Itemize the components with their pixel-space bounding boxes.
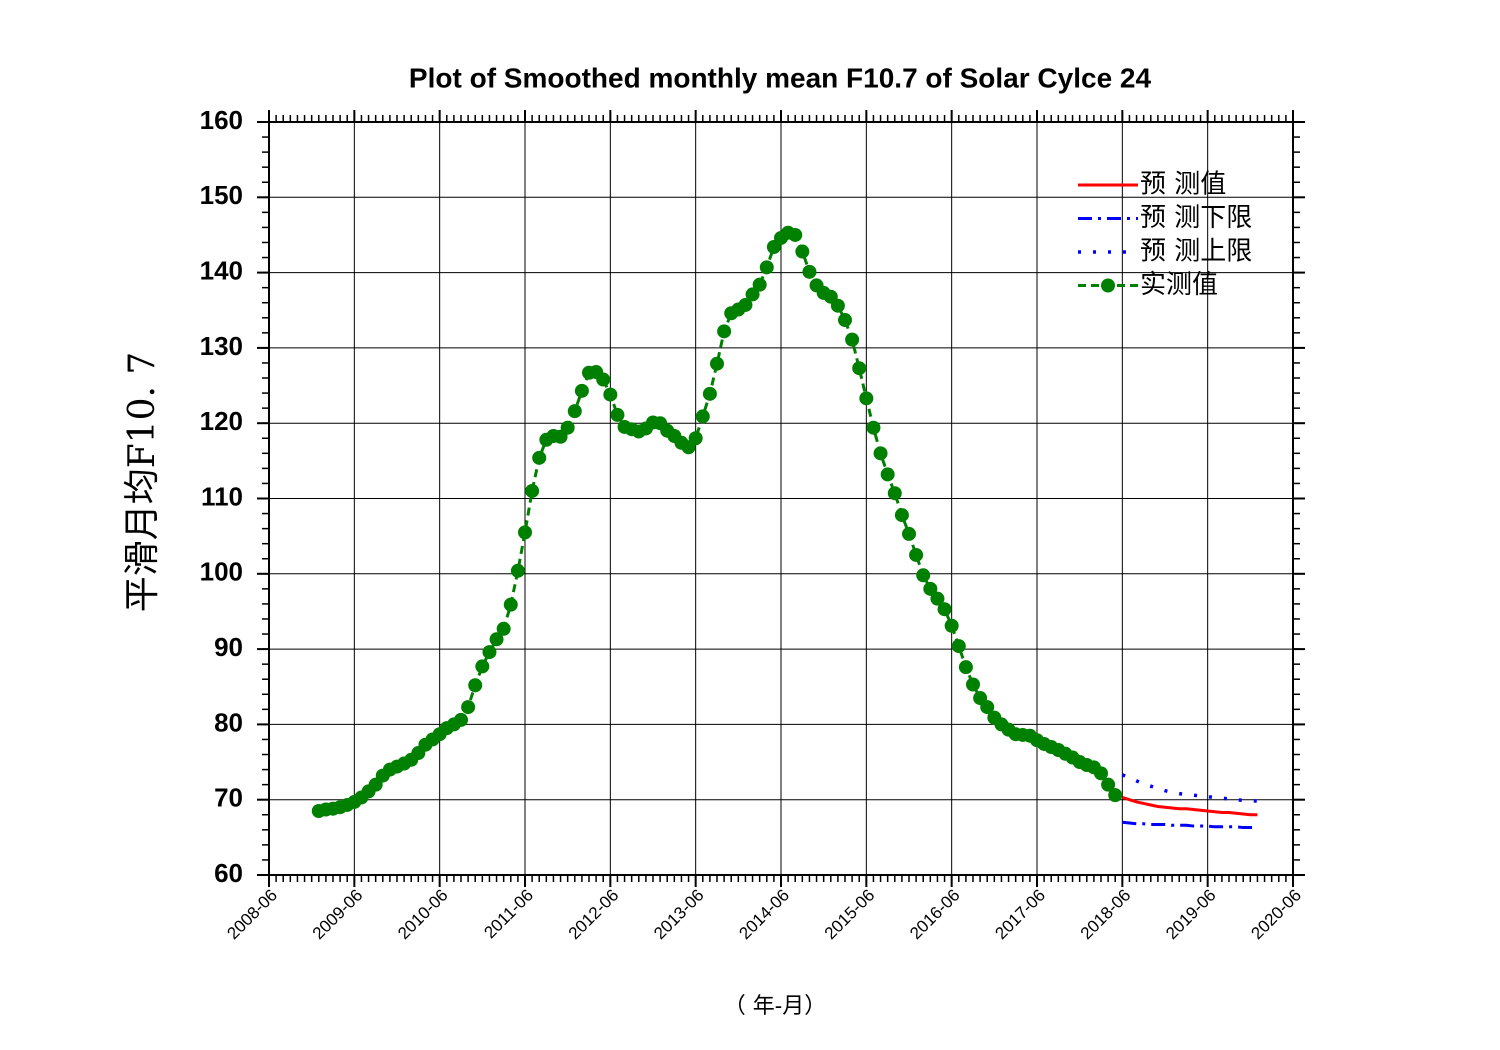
data-point [752,277,767,292]
data-point [1108,788,1123,803]
x-tick-label: 2018-06 [1077,886,1135,944]
x-tick-label: 2013-06 [650,886,708,944]
y-tick-label: 80 [214,707,243,737]
y-axis-label: 平滑月均F10. 7 [122,352,163,613]
data-point [980,700,995,715]
x-tick-label: 2014-06 [735,886,793,944]
series-line [1121,796,1258,817]
data-point [944,618,959,633]
data-point [1094,766,1108,781]
data-point [702,386,717,401]
data-point [596,372,611,387]
data-point [894,508,909,523]
x-tick-label: 2012-06 [565,886,623,944]
data-point [887,486,902,501]
data-point [468,678,483,693]
y-tick-label: 130 [200,331,243,361]
x-tick-label: 2016-06 [906,886,964,944]
x-tick-label: 2009-06 [309,886,367,944]
y-tick-label: 100 [200,557,243,587]
data-point [788,227,803,242]
x-tick-label: 2019-06 [1162,886,1220,944]
data-point [951,639,966,654]
data-point [738,297,753,312]
data-point [454,712,468,727]
data-point [866,420,881,435]
data-point [958,660,973,675]
data-point [525,483,540,498]
legend-marker [1101,278,1115,293]
x-tick-label: 2020-06 [1247,886,1305,944]
x-tick-label: 2017-06 [991,886,1049,944]
data-point [510,563,525,578]
data-point [966,677,980,692]
data-point [603,387,618,402]
legend-label: 预 测值 [1140,170,1226,200]
y-tick-label: 70 [214,783,243,813]
plot-frame [268,121,1294,876]
data-point [745,287,760,302]
data-point [916,568,931,583]
data-point [503,597,518,612]
data-point [845,332,860,347]
data-point [873,446,888,461]
data-point [475,659,490,674]
data-point [859,391,874,406]
x-tick-label: 2008-06 [223,886,281,944]
chart-title: Plot of Smoothed monthly mean F10.7 of S… [409,62,1152,93]
data-point [710,356,724,371]
x-axis-label: （ 年-月） [724,994,826,1019]
data-point [610,407,625,422]
y-tick-label: 60 [214,858,243,888]
data-point [795,244,810,259]
series-line [1121,773,1258,803]
data-point [909,547,924,562]
x-tick-label: 2011-06 [480,886,537,943]
y-tick-label: 150 [200,180,243,210]
data-point [489,632,504,647]
data-point [518,525,532,540]
data-point [923,581,938,596]
y-tick-label: 140 [200,255,243,285]
data-point [1101,777,1116,792]
data-point [930,591,945,606]
data-point [852,361,867,376]
data-point [560,420,575,435]
data-point [574,383,589,398]
legend-label: 预 测下限 [1140,203,1252,233]
series-line [1122,820,1258,830]
x-tick-label: 2010-06 [394,886,452,944]
y-tick-label: 160 [200,105,243,135]
data-point [461,700,476,715]
data-point [532,450,547,465]
data-point [802,264,817,279]
data-point [567,404,582,419]
data-point [830,298,845,313]
y-tick-label: 110 [201,481,243,511]
legend-label: 实测值 [1140,270,1218,300]
data-point [717,324,732,339]
data-point [759,260,774,275]
data-point [838,313,852,328]
data-point [695,409,710,424]
data-point [688,431,703,446]
data-point [880,467,895,482]
y-tick-label: 90 [214,632,243,662]
data-point [902,526,916,541]
data-point [937,602,952,617]
data-point [482,645,497,660]
y-tick-label: 120 [200,406,243,436]
data-point [496,621,511,636]
x-tick-label: 2015-06 [821,886,879,944]
legend-label: 预 测上限 [1140,237,1252,267]
